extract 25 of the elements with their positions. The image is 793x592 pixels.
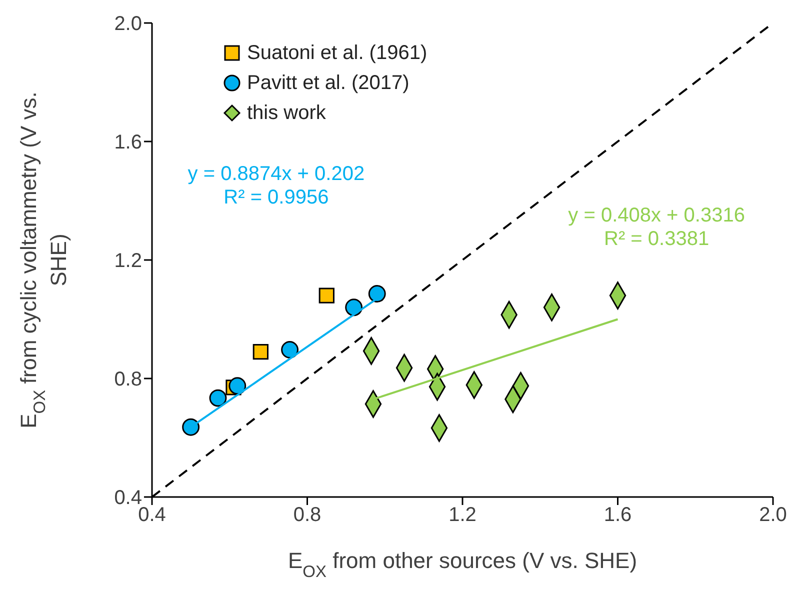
point: [182, 418, 200, 436]
y-tick-label: 2.0: [114, 13, 142, 36]
legend-label: Suatoni et al. (1961): [247, 41, 428, 66]
point: [252, 344, 268, 360]
x-tick-label: 0.4: [138, 504, 166, 526]
point: [209, 389, 227, 407]
point: [368, 285, 386, 302]
annotation: R² = 0.9956: [224, 186, 329, 209]
point: [281, 341, 299, 358]
x-tick-label: 2.0: [759, 504, 787, 526]
annotation: y = 0.8874x + 0.202: [188, 163, 365, 186]
y-tick-label: 1.6: [114, 132, 142, 154]
annotation: y = 0.408x + 0.3316: [568, 204, 745, 226]
legend-label: this work: [247, 101, 326, 126]
point: [345, 298, 363, 316]
x-axis-title: E$_{OX}$ from other sources (V vs. SHE): [288, 548, 638, 581]
y-tick-label: 0.8: [114, 368, 142, 391]
point: [228, 377, 246, 395]
y-tick-label: 1.2: [114, 250, 142, 272]
point: [318, 288, 334, 304]
legend-label: Pavitt et al. (2017): [247, 71, 410, 96]
x-tick-label: 0.8: [293, 504, 322, 526]
x-tick-label: 1.2: [448, 504, 476, 526]
x-tick-label: 1.6: [604, 504, 632, 526]
annotation: R² = 0.3381: [604, 228, 710, 250]
